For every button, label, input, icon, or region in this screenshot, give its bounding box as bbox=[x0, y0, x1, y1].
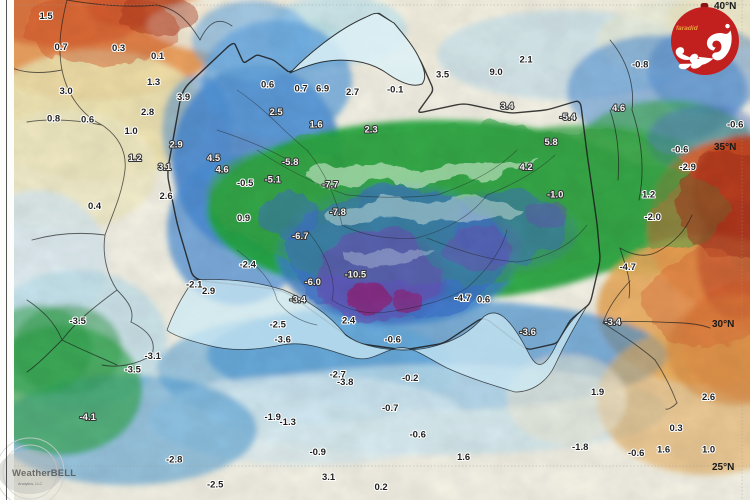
svg-text:2.4: 2.4 bbox=[342, 316, 356, 327]
svg-text:faradid: faradid bbox=[676, 25, 699, 32]
svg-text:2.5: 2.5 bbox=[270, 107, 284, 118]
svg-text:0.1: 0.1 bbox=[151, 51, 165, 62]
svg-text:1.5: 1.5 bbox=[40, 11, 54, 22]
svg-text:-7.7: -7.7 bbox=[322, 180, 338, 191]
svg-text:2.1: 2.1 bbox=[520, 55, 534, 66]
svg-text:-0.6: -0.6 bbox=[628, 448, 644, 459]
svg-text:3.1: 3.1 bbox=[322, 472, 336, 483]
svg-text:-4.7: -4.7 bbox=[620, 262, 636, 273]
svg-text:2.9: 2.9 bbox=[170, 140, 183, 151]
svg-text:-0.9: -0.9 bbox=[310, 447, 326, 458]
svg-text:0.3: 0.3 bbox=[112, 43, 125, 54]
svg-text:0.6: 0.6 bbox=[477, 295, 490, 306]
svg-text:-1.0: -1.0 bbox=[547, 190, 563, 201]
svg-text:9.0: 9.0 bbox=[490, 67, 503, 78]
svg-text:-0.6: -0.6 bbox=[672, 145, 688, 156]
svg-text:-0.6: -0.6 bbox=[385, 335, 401, 346]
svg-text:-6.0: -6.0 bbox=[305, 277, 321, 288]
svg-text:-2.4: -2.4 bbox=[240, 260, 257, 271]
svg-text:-1.3: -1.3 bbox=[280, 417, 296, 428]
svg-text:6.9: 6.9 bbox=[316, 84, 329, 95]
svg-text:2.8: 2.8 bbox=[141, 107, 154, 118]
svg-text:0.6: 0.6 bbox=[261, 80, 274, 91]
svg-text:0.3: 0.3 bbox=[670, 423, 683, 434]
svg-text:0.4: 0.4 bbox=[88, 201, 102, 212]
svg-text:0.2: 0.2 bbox=[375, 482, 388, 493]
svg-text:30°N: 30°N bbox=[712, 319, 734, 330]
svg-text:-0.2: -0.2 bbox=[402, 373, 418, 384]
svg-text:-5.8: -5.8 bbox=[282, 157, 298, 168]
svg-text:0.8: 0.8 bbox=[47, 114, 60, 125]
svg-text:1.0: 1.0 bbox=[125, 126, 138, 137]
svg-text:-0.5: -0.5 bbox=[237, 178, 254, 189]
svg-text:-0.1: -0.1 bbox=[387, 85, 404, 96]
svg-text:2.7: 2.7 bbox=[346, 87, 359, 98]
svg-text:-2.8: -2.8 bbox=[166, 455, 182, 466]
svg-text:3.5: 3.5 bbox=[436, 70, 450, 81]
svg-text:-0.6: -0.6 bbox=[727, 120, 743, 131]
svg-text:-5.4: -5.4 bbox=[560, 112, 577, 123]
svg-text:-3.6: -3.6 bbox=[520, 327, 536, 338]
svg-text:-1.9: -1.9 bbox=[265, 412, 281, 423]
svg-text:1.6: 1.6 bbox=[457, 452, 470, 463]
svg-text:-2.1: -2.1 bbox=[186, 280, 203, 291]
svg-text:-6.7: -6.7 bbox=[292, 231, 308, 242]
svg-text:0.6: 0.6 bbox=[81, 115, 94, 126]
svg-text:1.2: 1.2 bbox=[642, 190, 655, 201]
svg-text:-4.1: -4.1 bbox=[80, 412, 97, 423]
svg-text:-3.1: -3.1 bbox=[145, 351, 162, 362]
svg-text:-2.5: -2.5 bbox=[270, 320, 287, 331]
svg-text:-7.8: -7.8 bbox=[330, 207, 346, 218]
svg-text:1.9: 1.9 bbox=[591, 387, 604, 398]
svg-text:WeatherBELL: WeatherBELL bbox=[12, 468, 76, 479]
svg-text:0.7: 0.7 bbox=[55, 42, 68, 53]
svg-text:35°N: 35°N bbox=[714, 142, 736, 153]
svg-text:4.5: 4.5 bbox=[207, 153, 221, 164]
svg-text:1.3: 1.3 bbox=[147, 77, 160, 88]
svg-text:Analytics, LLC: Analytics, LLC bbox=[18, 482, 43, 486]
svg-text:25°N: 25°N bbox=[712, 462, 734, 473]
svg-text:4.6: 4.6 bbox=[612, 103, 625, 114]
svg-text:-0.6: -0.6 bbox=[410, 430, 426, 441]
svg-text:-1.8: -1.8 bbox=[572, 442, 588, 453]
svg-text:-2.5: -2.5 bbox=[207, 480, 224, 491]
svg-text:3.1: 3.1 bbox=[158, 162, 172, 173]
svg-text:2.9: 2.9 bbox=[202, 286, 215, 297]
svg-text:4.6: 4.6 bbox=[216, 165, 229, 176]
svg-text:-2.9: -2.9 bbox=[680, 162, 696, 173]
svg-text:1.2: 1.2 bbox=[129, 153, 142, 164]
svg-text:2.6: 2.6 bbox=[160, 191, 173, 202]
svg-text:0.7: 0.7 bbox=[295, 84, 308, 95]
svg-text:3.4: 3.4 bbox=[501, 101, 515, 112]
svg-text:2.3: 2.3 bbox=[365, 125, 378, 136]
svg-text:-0.7: -0.7 bbox=[382, 403, 398, 414]
svg-text:1.6: 1.6 bbox=[657, 445, 670, 456]
svg-text:3.0: 3.0 bbox=[60, 86, 73, 97]
svg-text:-5.1: -5.1 bbox=[265, 175, 282, 186]
svg-text:-0.8: -0.8 bbox=[632, 60, 648, 71]
svg-text:-3.4: -3.4 bbox=[605, 317, 622, 328]
svg-text:-10.5: -10.5 bbox=[345, 270, 367, 281]
svg-text:-3.4: -3.4 bbox=[290, 295, 307, 306]
svg-text:4.2: 4.2 bbox=[520, 162, 533, 173]
svg-text:0.9: 0.9 bbox=[237, 213, 250, 224]
svg-text:-3.8: -3.8 bbox=[337, 377, 353, 388]
svg-text:1.6: 1.6 bbox=[310, 120, 323, 131]
svg-text:-3.6: -3.6 bbox=[275, 335, 291, 346]
svg-text:-3.5: -3.5 bbox=[70, 316, 87, 327]
svg-text:5.8: 5.8 bbox=[545, 137, 558, 148]
svg-text:-2.0: -2.0 bbox=[645, 212, 661, 223]
svg-text:3.9: 3.9 bbox=[177, 92, 190, 103]
svg-text:2.6: 2.6 bbox=[702, 392, 715, 403]
svg-text:-3.5: -3.5 bbox=[125, 365, 142, 376]
svg-text:1.0: 1.0 bbox=[702, 445, 715, 456]
svg-text:-4.7: -4.7 bbox=[455, 293, 471, 304]
